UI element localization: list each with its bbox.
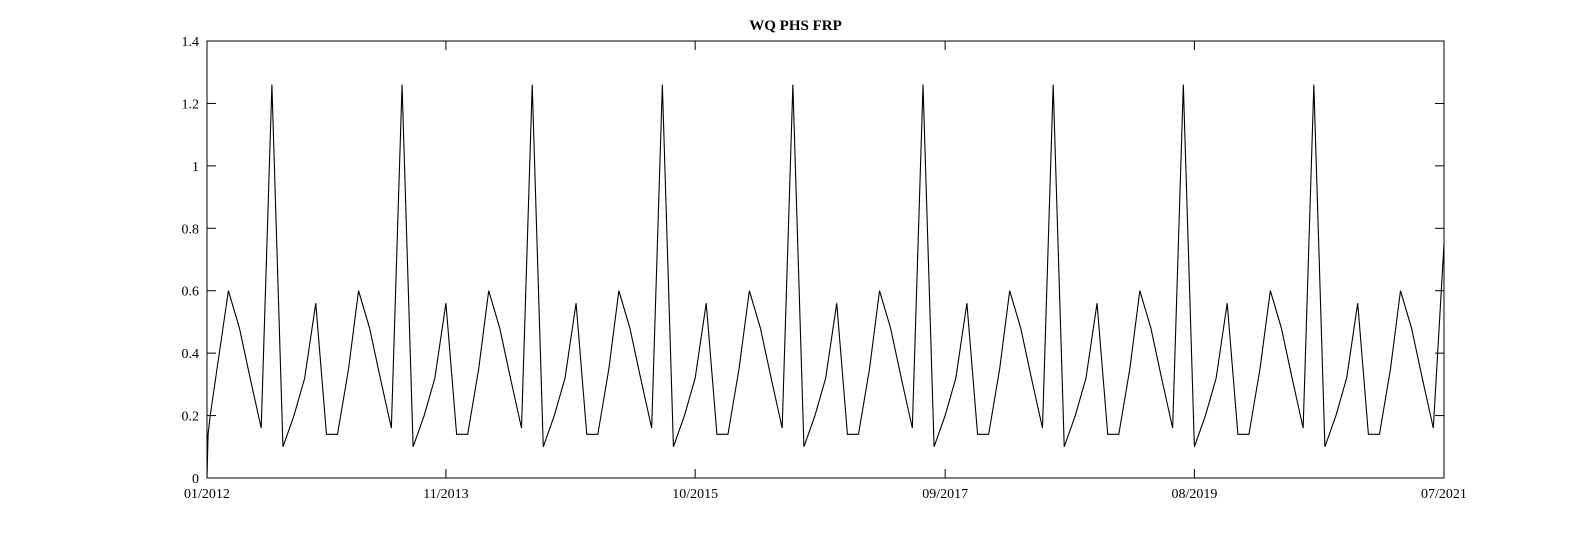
series-line (206, 84, 1445, 479)
chart-title: WQ PHS FRP (749, 18, 842, 34)
ticks-layer: 0 0.2 0.4 0.6 0.8 1 1.2 1.4 01/2012 11/2013 10/201… (182, 35, 1467, 502)
y-tick-label: 1 (192, 160, 199, 175)
y-tick-label: 0 (192, 472, 199, 487)
y-tick-label: 0.4 (182, 347, 200, 362)
series-layer (206, 84, 1445, 479)
x-tick-label: 01/2012 (184, 487, 230, 502)
x-tick-label: 10/2015 (672, 487, 718, 502)
x-tick-label: 09/2017 (922, 487, 968, 502)
y-tick-label: 1.2 (182, 97, 200, 112)
axes-box (206, 40, 1445, 479)
x-tick-label: 08/2019 (1171, 487, 1217, 502)
x-tick-label: 11/2013 (423, 487, 468, 502)
y-tick-label: 0.6 (182, 285, 200, 300)
x-tick-label: 07/2021 (1421, 487, 1467, 502)
y-tick-label: 1.4 (182, 35, 200, 50)
y-tick-label: 0.2 (182, 410, 200, 425)
axes-layer (206, 40, 1445, 479)
y-tick-label: 0.8 (182, 222, 200, 237)
